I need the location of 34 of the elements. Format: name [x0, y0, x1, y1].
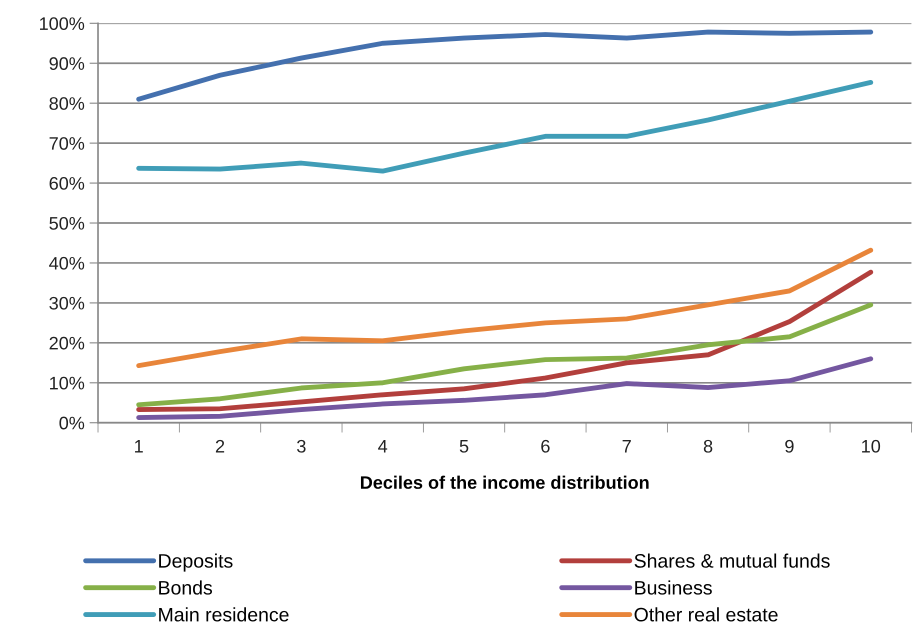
legend-label: Shares & mutual funds: [634, 553, 830, 568]
y-tick-label: 50%: [49, 216, 84, 230]
y-tick-label: 80%: [49, 97, 84, 110]
y-tick-label: 70%: [50, 137, 84, 150]
y-tick-label: 90%: [50, 57, 84, 70]
x-axis-title: Deciles of the income distribution: [360, 476, 649, 489]
line-series: [136, 356, 874, 420]
line-series: [136, 302, 874, 408]
x-tick-label: 9: [785, 440, 794, 453]
line-series: [136, 270, 874, 412]
line-series: [136, 30, 874, 102]
legend-label: Main residence: [159, 607, 289, 622]
x-tick-label: 1: [135, 440, 143, 452]
y-tick-label: 100%: [40, 17, 84, 30]
x-tick-label: 7: [622, 440, 631, 452]
legend-label: Deposits: [159, 553, 233, 572]
line-series: [136, 248, 874, 368]
y-tick-label: 10%: [50, 376, 84, 390]
x-tick-label: 8: [704, 440, 712, 453]
x-tick-label: 3: [297, 440, 306, 453]
legend-label: Other real estate: [634, 607, 778, 622]
x-tick-label: 5: [460, 440, 468, 453]
y-tick-label: 40%: [49, 256, 84, 270]
legend-label: Business: [635, 580, 712, 595]
x-tick-label: 6: [541, 440, 550, 453]
line-series: [136, 80, 874, 174]
x-tick-label: 2: [216, 440, 224, 452]
y-tick-label: 30%: [49, 296, 84, 310]
y-tick-label: 0%: [59, 416, 84, 430]
x-tick-label: 4: [378, 440, 388, 452]
y-tick-label: 20%: [50, 336, 84, 350]
y-tick-label: 60%: [50, 177, 84, 190]
legend-label: Bonds: [159, 580, 212, 595]
x-tick-label: 10: [862, 440, 880, 453]
